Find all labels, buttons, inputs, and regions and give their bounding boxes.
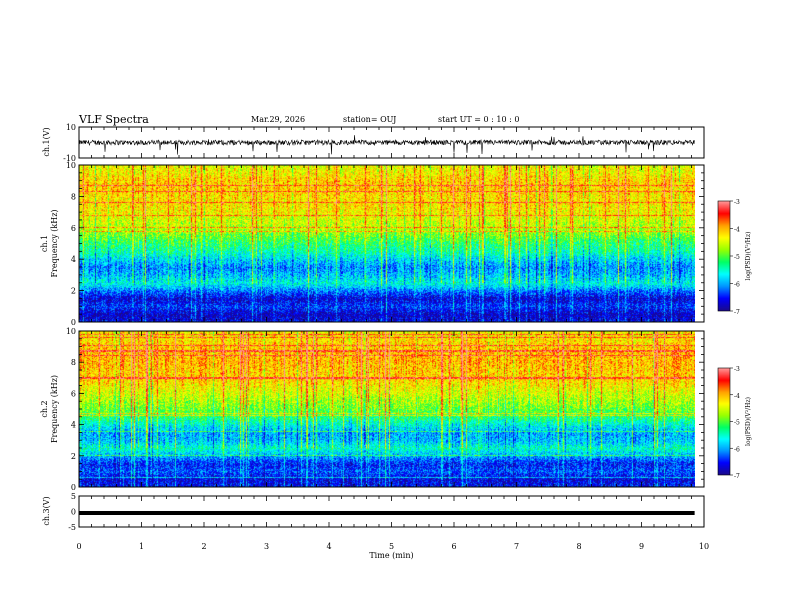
ch1-ylabel-frequency: Frequency (kHz): [50, 209, 59, 277]
ch2-colorbar-tick-label: -6: [734, 446, 740, 453]
time-tick-label: 2: [201, 542, 206, 551]
ch1-colorbar-tick-label: -5: [734, 254, 740, 261]
ch1-ytick-label: 10: [66, 123, 76, 132]
ch2-ylabel: ch.2: [40, 400, 49, 417]
ch1-ytick-label: -10: [63, 154, 76, 163]
ch1-spectrogram-image: [79, 165, 695, 322]
ch2-ytick-label: 4: [71, 421, 76, 430]
time-tick-label: 6: [451, 542, 456, 551]
ch2-colorbar-tick-label: -3: [734, 366, 740, 373]
time-tick-label: 3: [264, 542, 269, 551]
time-axis: 0 1 2 3 4 5 6 7 8 9 10 Time (min): [76, 542, 709, 560]
ch2-ytick-label: 6: [71, 389, 76, 398]
ch1-waveform-panel: 10 -10 ch.1(V): [42, 123, 705, 163]
ch2-colorbar-label: log(PSD)(V²/Hz): [745, 397, 752, 446]
ch1-ytick-label: 10: [66, 161, 76, 170]
ch1-ylabel: ch.1(V): [42, 127, 51, 156]
ch2-colorbar: -3 -4 -5 -6 -7 log(PSD)(V²/Hz): [717, 366, 752, 480]
ch2-ytick-label: 2: [71, 452, 76, 461]
chart-title: VLF Spectra: [79, 113, 149, 126]
ch1-colorbar-tick-label: -3: [734, 199, 740, 206]
ch3-ytick-label: -5: [68, 523, 76, 532]
ch2-spectrogram-image: [79, 331, 695, 487]
ch2-colorbar-tick-label: -7: [734, 473, 740, 480]
ch2-colorbar-tick-label: -5: [734, 420, 740, 427]
ch1-waveform-line: [78, 135, 695, 155]
time-tick-label: 7: [514, 542, 519, 551]
ch3-ylabel: ch.3(V): [42, 496, 51, 525]
time-tick-label: 5: [389, 542, 394, 551]
ch1-colorbar-tick-label: -4: [734, 227, 740, 234]
header-station: station= OUJ: [343, 115, 397, 124]
time-axis-label: Time (min): [369, 551, 413, 560]
ch1-ytick-label: 8: [71, 192, 76, 201]
ch1-colorbar-tick-label: -7: [734, 309, 740, 316]
header-date: Mar.29, 2026: [251, 115, 306, 124]
ch1-ytick-label: 0: [71, 318, 76, 327]
ch2-spectrogram-panel: 0 2 4 6 8 10 ch.2 Frequency (kHz): [40, 327, 705, 492]
time-tick-label: 9: [639, 542, 644, 551]
ch3-ytick-label: 5: [71, 492, 76, 501]
ch2-ylabel-frequency: Frequency (kHz): [50, 375, 59, 443]
ch1-colorbar-tick-label: -6: [734, 282, 740, 289]
ch1-ytick-label: 6: [71, 224, 76, 233]
header-start-time: start UT = 0 : 10 : 0: [438, 115, 520, 124]
ch1-ytick-label: 4: [71, 255, 76, 264]
ch2-colorbar-gradient: [718, 368, 730, 475]
time-tick-label: 1: [139, 542, 144, 551]
ch1-spectrogram-panel: 0 2 4 6 8 10 ch.1 Frequency (kHz): [40, 161, 705, 327]
ch2-colorbar-tick-label: -4: [734, 393, 740, 400]
ch1-colorbar-label: log(PSD)(V²/Hz): [745, 232, 752, 281]
time-tick-label: 10: [699, 542, 709, 551]
ch2-ytick-label: 10: [66, 327, 76, 336]
ch3-waveform-panel: 5 0 -5 ch.3(V): [42, 492, 705, 532]
ch1-colorbar-gradient: [718, 201, 730, 311]
ch1-colorbar: -3 -4 -5 -6 -7 log(PSD)(V²/Hz): [717, 199, 752, 316]
time-tick-label: 8: [576, 542, 581, 551]
ch2-ytick-label: 0: [71, 483, 76, 492]
ch2-ytick-label: 8: [71, 358, 76, 367]
ch1-ytick-label: 2: [71, 287, 76, 296]
ch3-ytick-label: 0: [71, 508, 76, 517]
time-tick-label: 0: [76, 542, 81, 551]
ch1-ylabel: ch.1: [40, 235, 49, 252]
time-tick-label: 4: [326, 542, 331, 551]
